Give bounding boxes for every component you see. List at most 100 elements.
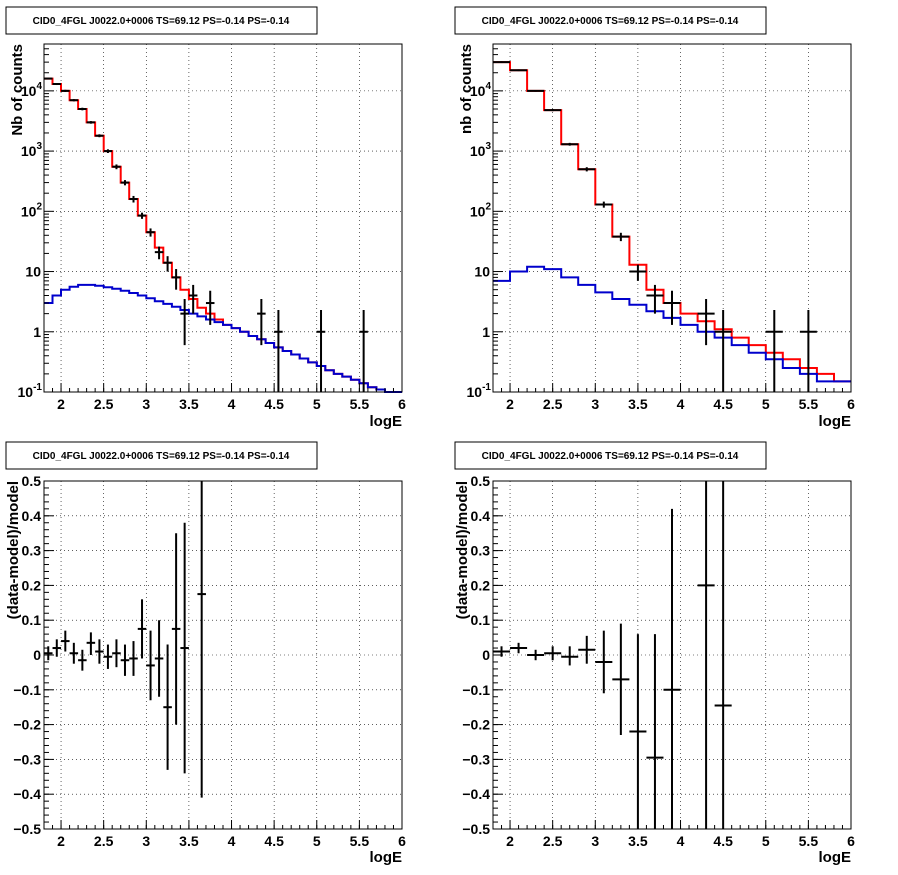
total-model-step-line <box>44 77 402 393</box>
y-tick-label: 0.1 <box>471 612 491 628</box>
y-tick-label: 0.2 <box>22 577 42 593</box>
data-point <box>69 642 79 664</box>
panel-title: CID0_4FGL J0022.0+0006 TS=69.12 PS=-0.14… <box>482 16 739 27</box>
data-point <box>171 269 181 290</box>
data-point <box>78 107 87 111</box>
x-tick-label: 5.5 <box>350 833 370 849</box>
x-tick-label: 5.5 <box>799 833 819 849</box>
data-point <box>714 309 732 392</box>
series-layer <box>493 481 732 829</box>
source-model-step-line <box>493 265 851 383</box>
x-tick-label: 5.5 <box>350 396 370 412</box>
data-point <box>561 646 579 666</box>
x-tick-label: 2 <box>57 396 65 412</box>
y-tick-label: −0.4 <box>13 786 41 802</box>
x-tick-label: 3.5 <box>628 833 648 849</box>
y-tick-label: 0.5 <box>471 473 491 489</box>
x-tick-label: 2.5 <box>543 396 563 412</box>
y-tick-label: 10 <box>25 264 41 280</box>
data-point <box>359 309 368 392</box>
data-point <box>316 309 326 392</box>
y-tick-label: 0.3 <box>22 543 42 559</box>
panel-title: CID0_4FGL J0022.0+0006 TS=69.12 PS=-0.14… <box>482 451 739 462</box>
data-point <box>61 630 70 652</box>
series-layer <box>493 61 851 392</box>
data-point <box>112 164 121 170</box>
y-tick-label: 0.4 <box>22 508 42 524</box>
title-box <box>454 6 767 35</box>
data-point <box>112 639 121 668</box>
x-tick-label: 4.5 <box>264 396 284 412</box>
y-tick-label: −0.2 <box>13 717 41 733</box>
data-point <box>697 299 715 346</box>
series-layer <box>44 77 402 393</box>
data-point <box>274 309 283 392</box>
y-tick-label: 10 <box>474 264 490 280</box>
panel-top-left: CID0_4FGL J0022.0+0006 TS=69.12 PS=-0.14… <box>5 6 406 430</box>
x-tick-label: 6 <box>398 833 406 849</box>
y-tick-label: 103 <box>21 141 43 159</box>
y-tick-label: 0.3 <box>471 543 491 559</box>
data-point <box>197 481 206 798</box>
data-point <box>180 522 189 774</box>
x-tick-label: 5.5 <box>799 396 819 412</box>
y-tick-label: 0.2 <box>471 577 491 593</box>
data-point <box>120 180 130 186</box>
data-point <box>663 508 681 829</box>
x-tick-label: 2 <box>506 396 514 412</box>
data-point <box>205 290 215 325</box>
y-axis-label: nb of counts <box>458 44 475 134</box>
x-tick-label: 5 <box>313 833 321 849</box>
x-tick-label: 2 <box>506 833 514 849</box>
x-tick-label: 2.5 <box>543 833 563 849</box>
grid <box>493 44 851 392</box>
data-point <box>663 290 681 325</box>
data-point <box>646 634 664 829</box>
y-tick-label: −0.2 <box>462 717 490 733</box>
y-tick-label: −0.4 <box>462 786 490 802</box>
x-tick-label: 3.5 <box>179 833 199 849</box>
data-point <box>129 641 138 676</box>
data-point <box>78 649 87 671</box>
data-point <box>61 89 70 92</box>
data-point <box>510 642 528 654</box>
data-point <box>595 630 613 694</box>
x-tick-label: 4 <box>228 833 236 849</box>
data-point <box>69 99 79 102</box>
data-point <box>188 284 198 314</box>
data-point <box>44 77 53 80</box>
data-point <box>163 256 172 272</box>
tick-layer: 2 2.5 3 3.5 4 4.5 5 5.5 6 −0.5 −0.4 −0.3 −0.2 −0.1 0 0.… <box>13 473 406 849</box>
x-axis-label: logE <box>819 413 852 430</box>
y-axis-label: Nb of counts <box>9 44 26 136</box>
data-point <box>103 644 113 669</box>
data-point <box>595 201 613 208</box>
x-tick-label: 5 <box>762 396 770 412</box>
y-tick-label: 104 <box>470 81 492 99</box>
source-model-step-line <box>44 283 402 393</box>
title-box <box>5 6 318 35</box>
x-axis-label: logE <box>370 413 403 430</box>
y-tick-label: 0.1 <box>22 612 42 628</box>
data-point <box>544 646 562 661</box>
series-layer <box>44 481 206 798</box>
x-tick-label: 6 <box>847 833 855 849</box>
data-point <box>137 212 147 219</box>
y-tick-label: 102 <box>21 201 43 219</box>
data-point <box>257 299 266 346</box>
data-point <box>86 121 96 124</box>
tick-layer: 2 2.5 3 3.5 4 4.5 5 5.5 6 10-1 1 10 102 103 104 <box>467 48 855 412</box>
data-point <box>120 644 130 676</box>
data-point <box>697 481 715 829</box>
panel-title: CID0_4FGL J0022.0+0006 TS=69.12 PS=-0.14… <box>33 16 290 27</box>
x-tick-label: 4.5 <box>713 833 733 849</box>
data-point <box>52 83 62 86</box>
y-tick-label: −0.3 <box>13 751 41 767</box>
data-point <box>146 228 155 237</box>
y-tick-label: 1 <box>482 324 490 340</box>
x-axis-label: logE <box>370 849 403 866</box>
y-tick-label: −0.5 <box>13 821 41 837</box>
panel-bottom-left: CID0_4FGL J0022.0+0006 TS=69.12 PS=-0.14… <box>5 441 406 866</box>
data-point <box>629 264 647 281</box>
data-point <box>578 635 596 664</box>
